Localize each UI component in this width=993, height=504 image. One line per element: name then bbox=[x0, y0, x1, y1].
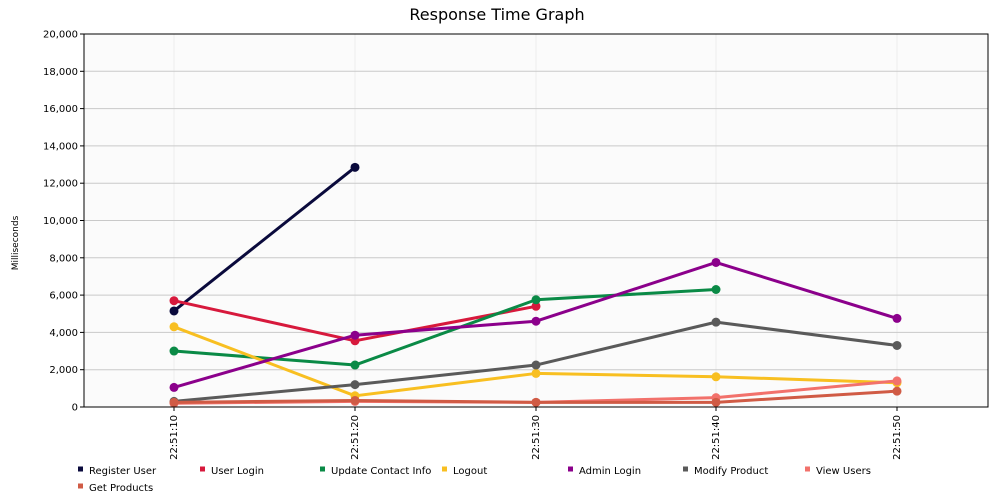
y-axis-label: Milliseconds bbox=[11, 215, 21, 270]
data-point-view-users bbox=[892, 376, 902, 386]
series-get-products bbox=[169, 386, 902, 407]
legend-item-logout: Logout bbox=[442, 466, 487, 477]
data-point-admin-login bbox=[169, 382, 179, 392]
plot-area: 0 2,000 4,000 6,000 8,000 10,000 12,000 14,000 1… bbox=[43, 30, 989, 460]
legend-item-view-users: View Users bbox=[805, 466, 871, 477]
data-point-admin-login bbox=[531, 316, 541, 326]
data-point-register-user bbox=[169, 306, 179, 316]
legend-item-modify-product: Modify Product bbox=[683, 466, 768, 477]
data-point-update-contact-info bbox=[169, 346, 179, 356]
y-tick-label: 12,000 bbox=[43, 179, 78, 190]
data-point-modify-product bbox=[892, 340, 902, 350]
y-tick-label: 20,000 bbox=[43, 30, 78, 41]
series-admin-login bbox=[169, 257, 902, 392]
legend-label: Register User bbox=[89, 466, 157, 477]
legend-label: Modify Product bbox=[694, 466, 768, 477]
data-point-update-contact-info bbox=[711, 285, 721, 295]
data-point-modify-product bbox=[531, 360, 541, 370]
data-point-get-products bbox=[892, 386, 902, 396]
data-point-admin-login bbox=[350, 330, 360, 340]
legend-item-register-user: Register User bbox=[78, 466, 157, 477]
data-point-register-user bbox=[350, 162, 360, 172]
x-tick-label: 22:51:30 bbox=[531, 415, 542, 460]
data-point-get-products bbox=[169, 397, 179, 407]
y-tick-label: 18,000 bbox=[43, 67, 78, 78]
y-tick-label: 0 bbox=[72, 403, 78, 414]
legend-swatch bbox=[568, 466, 573, 472]
legend-label: View Users bbox=[816, 466, 871, 477]
y-tick-label: 6,000 bbox=[49, 291, 78, 302]
series-update-contact-info bbox=[169, 285, 721, 370]
y-tick-label: 10,000 bbox=[43, 216, 78, 227]
data-point-logout bbox=[531, 368, 541, 378]
chart-title: Response Time Graph bbox=[409, 5, 584, 24]
legend-swatch bbox=[320, 466, 325, 472]
y-tick-label: 16,000 bbox=[43, 104, 78, 115]
legend-item-update-contact-info: Update Contact Info bbox=[320, 466, 431, 477]
data-point-user-login bbox=[531, 301, 541, 311]
data-point-get-products bbox=[531, 397, 541, 407]
x-tick-label: 22:51:50 bbox=[892, 415, 903, 460]
legend-item-get-products: Get Products bbox=[78, 483, 153, 494]
legend: Register User User Login Update Contact In… bbox=[78, 466, 871, 494]
data-point-modify-product bbox=[350, 380, 360, 390]
legend-label: Update Contact Info bbox=[331, 466, 431, 477]
data-point-get-products bbox=[711, 397, 721, 407]
legend-swatch bbox=[805, 466, 810, 472]
data-point-get-products bbox=[350, 395, 360, 405]
legend-label: Logout bbox=[453, 466, 487, 477]
data-point-update-contact-info bbox=[350, 360, 360, 370]
legend-swatch bbox=[78, 483, 83, 489]
y-tick-label: 8,000 bbox=[49, 253, 78, 264]
plot-border bbox=[83, 33, 989, 408]
data-point-user-login bbox=[169, 296, 179, 306]
legend-label: Admin Login bbox=[579, 466, 641, 477]
series-line-register-user bbox=[172, 165, 357, 313]
x-tick-label: 22:51:10 bbox=[169, 415, 180, 460]
legend-swatch bbox=[78, 466, 83, 472]
data-point-logout bbox=[711, 372, 721, 382]
legend-label: Get Products bbox=[89, 483, 153, 494]
legend-swatch bbox=[683, 466, 688, 472]
data-point-logout bbox=[169, 322, 179, 332]
y-tick-label: 2,000 bbox=[49, 365, 78, 376]
legend-item-admin-login: Admin Login bbox=[568, 466, 641, 477]
legend-label: User Login bbox=[211, 466, 264, 477]
series-user-login bbox=[169, 296, 541, 346]
x-tick-label: 22:51:40 bbox=[711, 415, 722, 460]
legend-item-user-login: User Login bbox=[200, 466, 264, 477]
data-point-modify-product bbox=[711, 317, 721, 327]
data-point-update-contact-info bbox=[531, 295, 541, 305]
data-point-admin-login bbox=[711, 257, 721, 267]
data-point-admin-login bbox=[892, 313, 902, 323]
y-tick-label: 4,000 bbox=[49, 328, 78, 339]
legend-swatch bbox=[442, 466, 447, 472]
series-line-update-contact-info bbox=[172, 288, 718, 367]
series-register-user bbox=[169, 162, 360, 316]
x-tick-label: 22:51:20 bbox=[350, 415, 361, 460]
y-tick-label: 14,000 bbox=[43, 141, 78, 152]
legend-swatch bbox=[200, 466, 205, 472]
